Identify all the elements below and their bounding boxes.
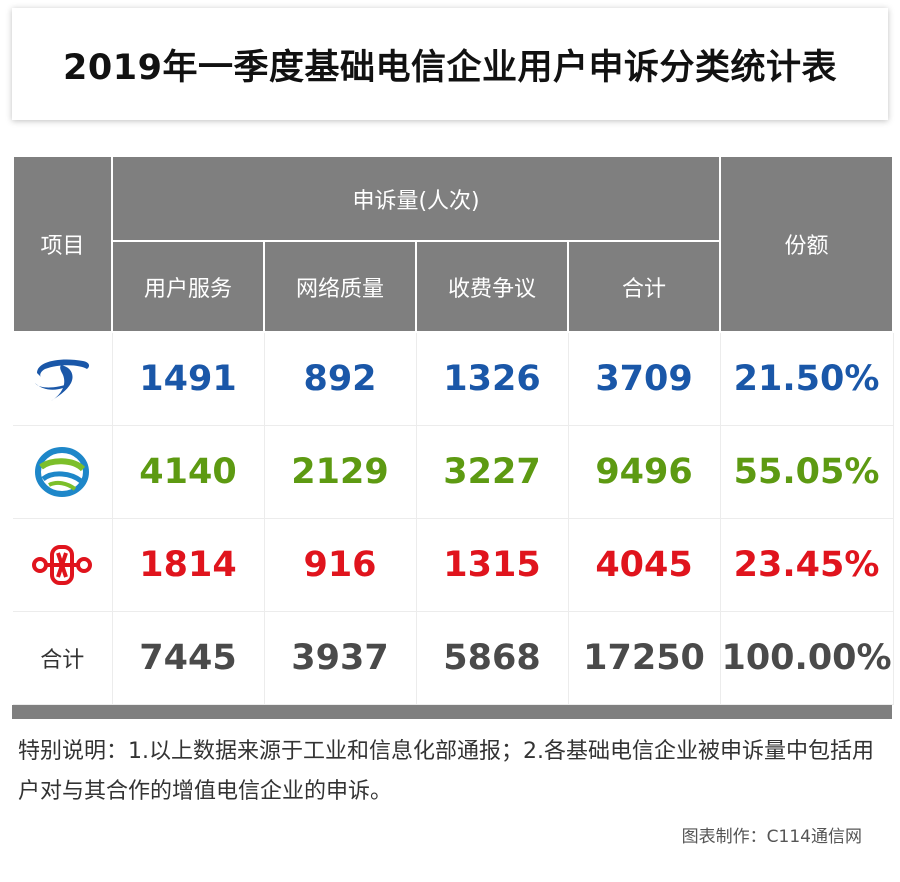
- header-billing-dispute: 收费争议: [415, 240, 569, 333]
- header-network-quality: 网络质量: [263, 240, 417, 333]
- mobile-network-quality: 2129: [264, 425, 417, 519]
- telecom-user-service: 1491: [112, 332, 265, 426]
- unicom-share: 23.45%: [720, 518, 894, 612]
- total-billing-dispute: 5868: [416, 611, 569, 705]
- header-user-service: 用户服务: [111, 240, 265, 333]
- total-label: 合计: [13, 611, 113, 705]
- unicom-user-service: 1814: [112, 518, 265, 612]
- table-row-telecom: 1491 892 1326 3709 21.50%: [13, 332, 894, 426]
- telecom-share: 21.50%: [720, 332, 894, 426]
- table-row-mobile: 4140 2129 3227 9496 55.05%: [13, 425, 894, 519]
- mobile-subtotal: 9496: [568, 425, 721, 519]
- header-share: 份额: [719, 155, 895, 333]
- telecom-logo-cell: [13, 332, 113, 426]
- china-unicom-logo: [32, 544, 93, 585]
- complaint-table: 项目 申诉量(人次) 份额 用户服务 网络质量 收费争议 合计 1491: [12, 155, 895, 705]
- header-subtotal: 合计: [566, 240, 722, 333]
- table-row-unicom: 1814 916 1315 4045 23.45%: [13, 518, 894, 612]
- unicom-network-quality: 916: [264, 518, 417, 612]
- total-share: 100.00%: [720, 611, 894, 705]
- mobile-logo-cell: [13, 425, 113, 519]
- header-item: 项目: [12, 155, 113, 333]
- header-complaints: 申诉量(人次): [110, 155, 722, 242]
- telecom-subtotal: 3709: [568, 332, 721, 426]
- mobile-share: 55.05%: [720, 425, 894, 519]
- china-telecom-logo: [35, 359, 90, 401]
- table-row-total: 合计 7445 3937 5868 17250 100.00%: [13, 611, 894, 705]
- total-subtotal: 17250: [568, 611, 721, 705]
- unicom-logo-cell: [13, 518, 113, 612]
- china-mobile-logo: [35, 446, 90, 497]
- chart-credit: 图表制作：C114通信网: [681, 827, 862, 847]
- title-card: 2019年一季度基础电信企业用户申诉分类统计表: [12, 8, 888, 120]
- page-title: 2019年一季度基础电信企业用户申诉分类统计表: [63, 47, 837, 88]
- telecom-billing-dispute: 1326: [416, 332, 569, 426]
- unicom-billing-dispute: 1315: [416, 518, 569, 612]
- telecom-network-quality: 892: [264, 332, 417, 426]
- footnote: 特别说明：1.以上数据来源于工业和信息化部通报；2.各基础电信企业被申诉量中包括…: [18, 739, 874, 804]
- unicom-subtotal: 4045: [568, 518, 721, 612]
- table-footer-bar: [12, 705, 892, 719]
- total-network-quality: 3937: [264, 611, 417, 705]
- mobile-billing-dispute: 3227: [416, 425, 569, 519]
- total-user-service: 7445: [112, 611, 265, 705]
- mobile-user-service: 4140: [112, 425, 265, 519]
